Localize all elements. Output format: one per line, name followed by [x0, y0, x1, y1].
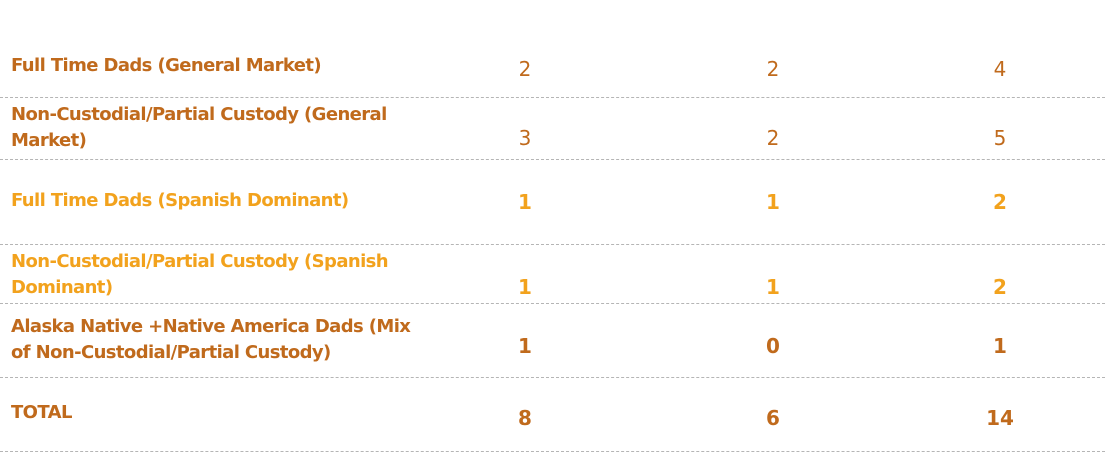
cell-value: 1 — [518, 190, 532, 214]
row-label: Non-Custodial/Partial Custody (General M… — [11, 104, 387, 151]
row-label: TOTAL — [11, 402, 72, 423]
cell-value: 2 — [518, 57, 532, 81]
cell-value: 0 — [766, 334, 780, 358]
row-label: Non-Custodial/Partial Custody (Spanish D… — [11, 251, 389, 298]
row-label: Full Time Dads (Spanish Dominant) — [11, 190, 349, 211]
table-row: Full Time Dads (Spanish Dominant) 1 1 2 — [0, 160, 1105, 245]
cell-value: 2 — [993, 190, 1007, 214]
table-row: Non-Custodial/Partial Custody (Spanish D… — [0, 245, 1105, 304]
cell-value: 2 — [993, 275, 1007, 299]
cell-value: 3 — [518, 126, 532, 150]
table-row: Full Time Dads (General Market) 2 2 4 — [0, 45, 1105, 98]
cell-value: 2 — [766, 126, 780, 150]
cell-value: 1 — [766, 275, 780, 299]
row-label: Full Time Dads (General Market) — [11, 55, 322, 76]
table-row: Non-Custodial/Partial Custody (General M… — [0, 98, 1105, 160]
table-row: TOTAL 8 6 14 — [0, 378, 1105, 452]
cell-value: 6 — [766, 406, 780, 430]
cell-value: 1 — [993, 334, 1007, 358]
cell-value: 1 — [518, 334, 532, 358]
cell-value: 4 — [993, 57, 1007, 81]
cell-value: 1 — [518, 275, 532, 299]
cell-value: 5 — [993, 126, 1007, 150]
cell-value: 8 — [518, 406, 532, 430]
cell-value: 1 — [766, 190, 780, 214]
cell-value: 14 — [986, 406, 1014, 430]
cell-value: 2 — [766, 57, 780, 81]
table-row: Alaska Native +Native America Dads (Mix … — [0, 304, 1105, 378]
row-label: Alaska Native +Native America Dads (Mix … — [11, 316, 411, 363]
